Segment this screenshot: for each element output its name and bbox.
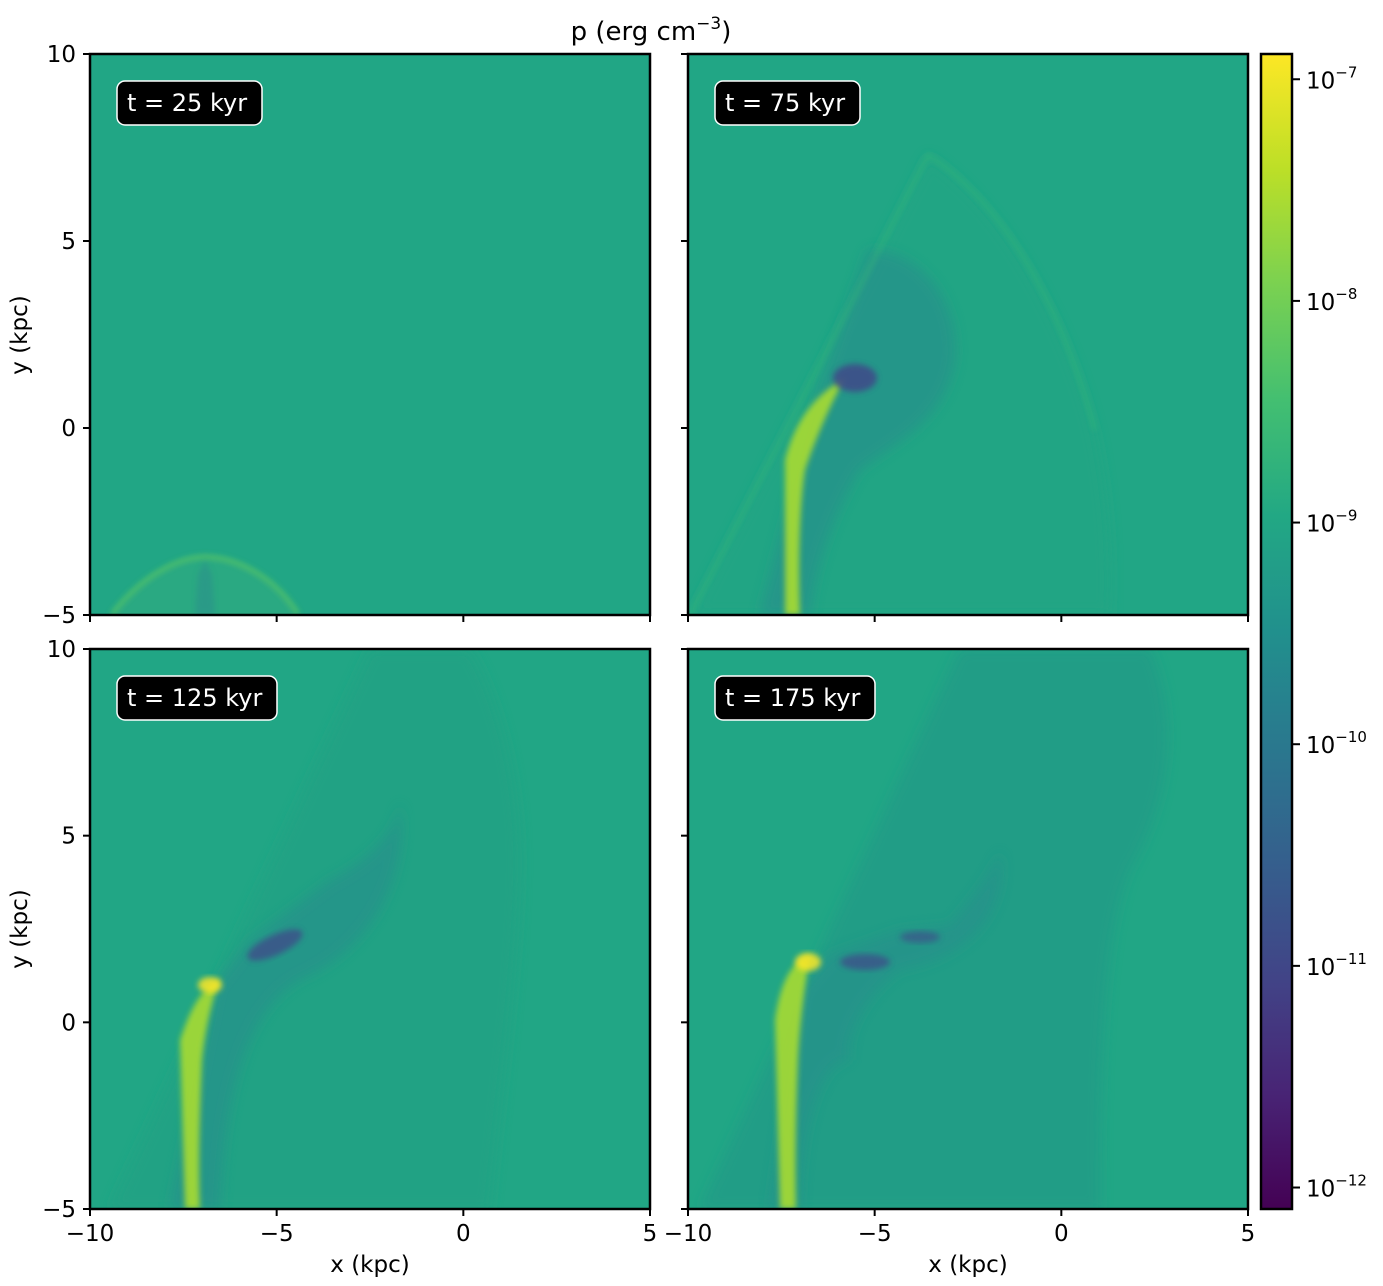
x-axis-label: x (kpc) (330, 1252, 409, 1278)
colorbar-tick-label: 10−8 (1306, 285, 1357, 316)
x-tick-label: 5 (1241, 1221, 1256, 1247)
y-axis-label: y (kpc) (7, 889, 33, 968)
figure-title: p (erg cm−3) (571, 14, 732, 47)
colorbar: 10−12 10−11 10−10 10−9 10−8 10−7 (1259, 52, 1367, 1211)
axes-frame (88, 647, 652, 1211)
turbulent-wake (170, 800, 402, 1209)
x-tick-label: 0 (1054, 1221, 1069, 1247)
time-label-box (116, 80, 263, 126)
y-tick-label: 10 (47, 42, 76, 68)
colorbar-tick-label: 10−10 (1306, 728, 1367, 759)
colorbar-tick-label: 10−12 (1306, 1172, 1367, 1203)
time-label: t = 25 kyr (127, 89, 247, 117)
axes-frame (686, 647, 1250, 1211)
high-pressure-peak (795, 953, 821, 971)
time-label: t = 175 kyr (725, 684, 860, 712)
y-tick-label: −5 (42, 603, 76, 629)
panel-t125: t = 125 kyr (88, 647, 652, 1211)
y-tick-label: 0 (61, 416, 76, 442)
y-tick-label: 10 (47, 637, 76, 663)
turbulent-wake (760, 250, 956, 615)
bow-shock-core (195, 560, 215, 615)
colorbar-tick-label: 10−11 (1306, 950, 1367, 981)
high-pressure-peak (198, 977, 222, 993)
bow-shock-rim (110, 554, 300, 615)
y-tick-label: 5 (61, 824, 76, 850)
colorbar-tick-label: 10−7 (1306, 63, 1357, 94)
heatmap-t75 (688, 54, 1248, 615)
high-pressure-ridge (180, 978, 220, 1209)
low-pressure-pocket (833, 364, 877, 392)
y-tick-label: −5 (42, 1197, 76, 1223)
turbulent-wake (770, 850, 1002, 1209)
heatmap-background (90, 54, 650, 615)
x-tick-label: −5 (858, 1221, 892, 1247)
colorbar-ticks: 10−12 10−11 10−10 10−9 10−8 10−7 (1292, 63, 1367, 1203)
heatmap-t25 (90, 54, 650, 615)
heatmap-t175 (688, 649, 1248, 1209)
time-label: t = 125 kyr (127, 684, 262, 712)
x-tick-label: 5 (643, 1221, 658, 1247)
low-pressure-pocket (840, 954, 890, 970)
low-pressure-pocket (247, 929, 303, 961)
x-axis-label: x (kpc) (928, 1252, 1007, 1278)
axes-frame (686, 52, 1250, 617)
time-label-box (714, 675, 876, 721)
time-label: t = 75 kyr (725, 89, 845, 117)
panel-t175: t = 175 kyr (686, 647, 1250, 1211)
shock-front-line (688, 152, 1097, 615)
low-pressure-pocket (900, 931, 940, 943)
y-axis-label: y (kpc) (7, 295, 33, 374)
y-tick-label: 5 (61, 229, 76, 255)
panel-t75: t = 75 kyr (686, 52, 1250, 617)
time-label-box (116, 675, 278, 721)
high-pressure-ridge (775, 955, 810, 1209)
x-tick-label: −10 (664, 1221, 713, 1247)
colorbar-tick-label: 10−9 (1306, 507, 1357, 538)
x-tick-label: 0 (456, 1221, 471, 1247)
axes-frame (88, 52, 652, 617)
x-tick-label: −10 (66, 1221, 115, 1247)
panel-t25: t = 25 kyr (88, 52, 652, 617)
heatmap-t125 (90, 649, 650, 1209)
y-tick-label: 0 (61, 1010, 76, 1036)
time-label-box (714, 80, 861, 126)
high-pressure-ridge (785, 378, 845, 615)
x-tick-label: −5 (260, 1221, 294, 1247)
colorbar-gradient (1259, 52, 1294, 1211)
